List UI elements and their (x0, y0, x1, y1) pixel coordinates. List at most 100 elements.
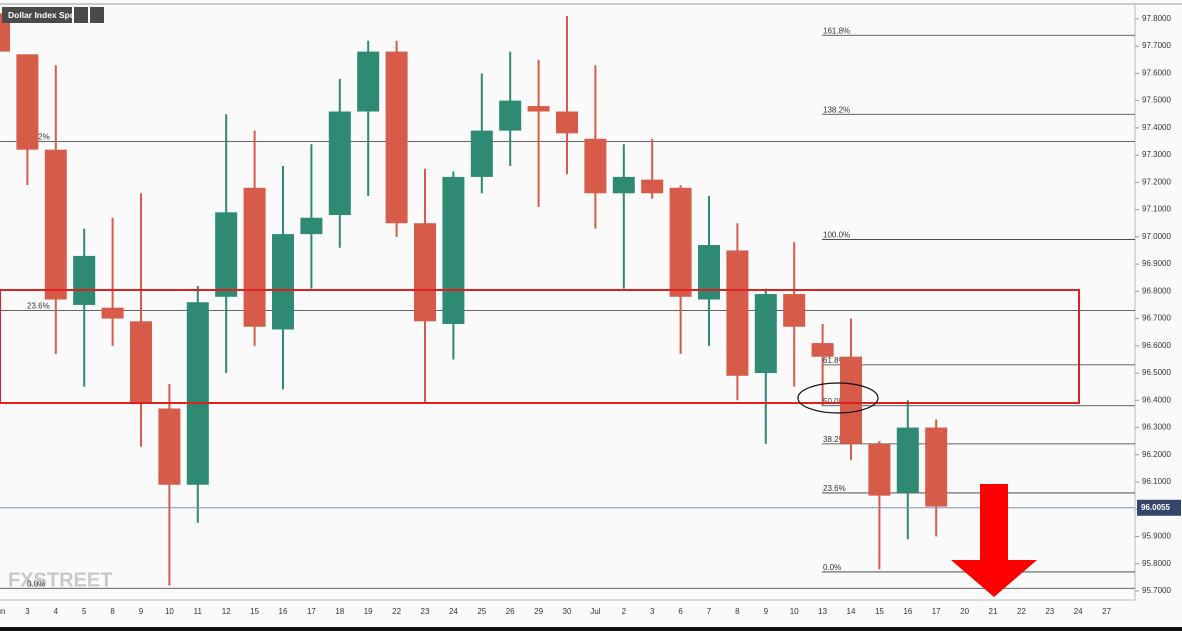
y-tick-label: 97.2000 (1142, 177, 1171, 186)
chart-title: Dollar Index Spot (8, 10, 78, 20)
candle-body (130, 321, 152, 404)
candle-body (783, 294, 806, 327)
candle-body (641, 179, 664, 194)
candle-body (896, 427, 919, 493)
y-tick-label: 96.9000 (1142, 259, 1171, 268)
y-tick-label: 96.8000 (1142, 286, 1171, 295)
x-tick-label: 5 (82, 607, 87, 616)
candle-body (811, 343, 834, 357)
x-tick-label: 29 (534, 607, 543, 616)
candle-body (186, 302, 209, 485)
candle-body (840, 356, 862, 444)
y-tick-label: 97.7000 (1142, 41, 1171, 50)
y-tick-label: 96.2000 (1142, 450, 1171, 459)
y-tick-label: 97.0000 (1142, 232, 1171, 241)
x-tick-label: 19 (364, 607, 373, 616)
x-tick-label: 17 (307, 607, 316, 616)
y-tick-label: 95.7000 (1142, 586, 1171, 595)
y-tick-label: 97.8000 (1142, 14, 1171, 23)
fib-label: 138.2% (823, 105, 850, 114)
x-tick-label: 3 (650, 607, 655, 616)
calendar-button[interactable] (90, 7, 104, 23)
y-tick-label: 96.5000 (1142, 368, 1171, 377)
candle-body (73, 255, 96, 305)
y-tick-label: 97.6000 (1142, 68, 1171, 77)
candle-body (612, 176, 635, 194)
candle-body (698, 245, 720, 300)
candle-body (584, 138, 607, 194)
x-tick-label: 2 (622, 607, 627, 616)
candle-body (215, 212, 238, 297)
x-tick-label: 7 (707, 607, 712, 616)
candle-body (272, 234, 294, 330)
x-tick-label: 15 (875, 607, 884, 616)
arrow-shaft (980, 484, 1008, 561)
x-tick-label: 10 (165, 607, 174, 616)
y-tick-label: 97.4000 (1142, 123, 1171, 132)
candle-body (158, 408, 181, 485)
candle-body (44, 149, 67, 300)
y-tick-label: 96.6000 (1142, 341, 1171, 350)
candle-body (300, 217, 323, 235)
candle-body (0, 13, 10, 52)
x-tick-label: 16 (903, 607, 912, 616)
candle-body (499, 100, 522, 131)
x-tick-label: 10 (790, 607, 799, 616)
candle-body (868, 443, 891, 496)
y-tick-label: 96.3000 (1142, 423, 1171, 432)
candle-body (925, 427, 948, 507)
y-tick-label: 97.1000 (1142, 205, 1171, 214)
fib-label: 50.0% (823, 397, 846, 406)
candle-body (385, 51, 408, 224)
x-tick-label: Jun (0, 607, 5, 616)
x-tick-label: 12 (222, 607, 231, 616)
x-tick-label: 9 (764, 607, 769, 616)
x-tick-label: 24 (1074, 607, 1083, 616)
x-tick-label: 11 (194, 607, 203, 616)
x-tick-label: 8 (735, 607, 740, 616)
zone-box (0, 289, 1080, 404)
candle-body (527, 106, 550, 112)
x-tick-label: 26 (506, 607, 515, 616)
candle-body (357, 51, 380, 112)
fib-label: 0.0% (823, 563, 841, 572)
x-tick-label: 25 (477, 607, 486, 616)
refresh-button[interactable] (74, 7, 88, 23)
x-tick-label: 20 (960, 607, 969, 616)
x-tick-label: 14 (847, 607, 856, 616)
title-box (2, 7, 72, 23)
highlight-ellipse (797, 382, 879, 414)
candle-body (16, 54, 39, 150)
fib-label: 38.2% (823, 435, 846, 444)
candle-body (669, 187, 692, 297)
x-tick-label: 15 (250, 607, 259, 616)
x-tick-label: Jul (590, 607, 600, 616)
arrow-head (951, 560, 1037, 597)
down-arrow (951, 484, 1037, 597)
x-tick-label: 24 (449, 607, 458, 616)
fib-label: 100.0% (823, 231, 850, 240)
candle-body (328, 111, 351, 216)
x-tick-label: 22 (1017, 607, 1026, 616)
x-tick-label: 23 (421, 607, 430, 616)
x-tick-label: 17 (932, 607, 941, 616)
y-tick-label: 96.4000 (1142, 395, 1171, 404)
plot: 95.700095.800095.900096.000096.100096.20… (0, 13, 1181, 616)
x-tick-label: 21 (989, 607, 998, 616)
candle-body (754, 294, 777, 374)
candle-body (243, 187, 266, 327)
x-tick-label: 13 (818, 607, 827, 616)
candle-body (726, 250, 749, 376)
y-tick-label: 96.7000 (1142, 314, 1171, 323)
bottom-bar (0, 627, 1182, 631)
fib-label: 0.0% (27, 579, 45, 588)
y-tick-label: 96.1000 (1142, 477, 1171, 486)
watermark: FXSTREET (8, 569, 112, 591)
candle-body (470, 130, 493, 177)
fib-label: 61.8% (823, 356, 846, 365)
x-tick-label: 23 (1045, 607, 1054, 616)
candle-body (442, 176, 465, 325)
x-tick-label: 8 (110, 607, 115, 616)
x-tick-label: 16 (279, 607, 288, 616)
